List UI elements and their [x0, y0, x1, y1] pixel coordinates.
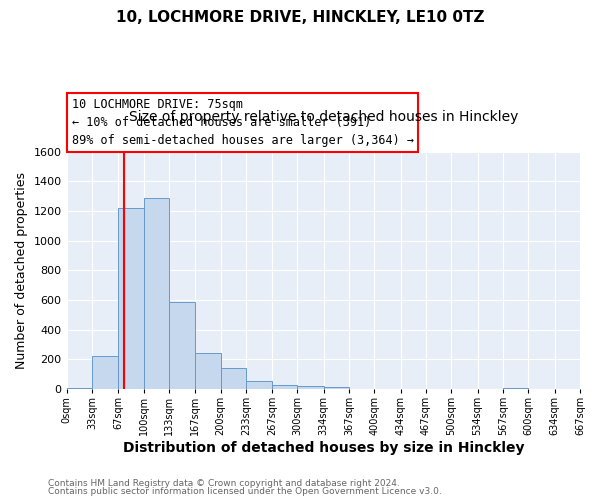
Bar [503, 388, 529, 389]
Bar [221, 368, 246, 389]
Bar [118, 208, 143, 389]
Title: Size of property relative to detached houses in Hinckley: Size of property relative to detached ho… [128, 110, 518, 124]
Bar [298, 386, 323, 389]
Bar [195, 353, 221, 389]
Text: 10, LOCHMORE DRIVE, HINCKLEY, LE10 0TZ: 10, LOCHMORE DRIVE, HINCKLEY, LE10 0TZ [116, 10, 484, 25]
Text: 10 LOCHMORE DRIVE: 75sqm
← 10% of detached houses are smaller (391)
89% of semi-: 10 LOCHMORE DRIVE: 75sqm ← 10% of detach… [71, 98, 413, 147]
Bar [67, 388, 92, 389]
Y-axis label: Number of detached properties: Number of detached properties [15, 172, 28, 369]
X-axis label: Distribution of detached houses by size in Hinckley: Distribution of detached houses by size … [122, 441, 524, 455]
Bar [169, 302, 195, 389]
Text: Contains public sector information licensed under the Open Government Licence v3: Contains public sector information licen… [48, 487, 442, 496]
Bar [246, 381, 272, 389]
Bar [92, 356, 118, 389]
Text: Contains HM Land Registry data © Crown copyright and database right 2024.: Contains HM Land Registry data © Crown c… [48, 478, 400, 488]
Bar [323, 387, 349, 389]
Bar [143, 198, 169, 389]
Bar [272, 386, 298, 389]
